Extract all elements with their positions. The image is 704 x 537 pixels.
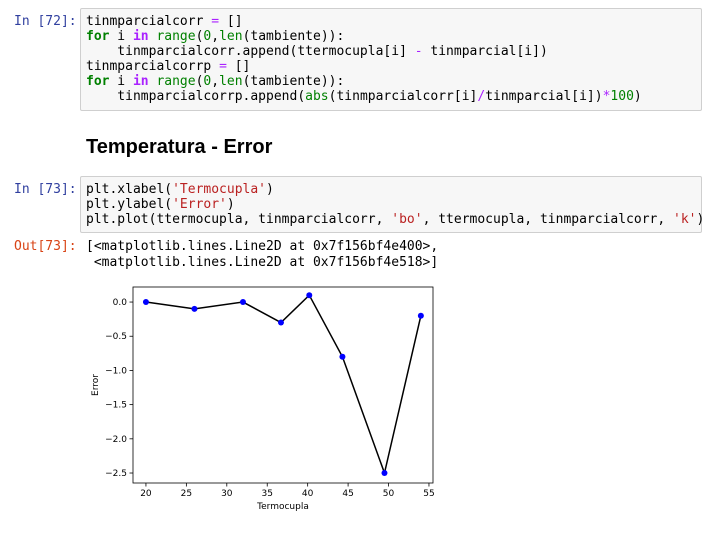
code-line: tinmparcialcorrp.append(abs(tinmparcialc… [86, 89, 701, 104]
code-line: tinmparcialcorr = [] [86, 14, 701, 29]
code-token: ( [195, 74, 204, 89]
data-point [191, 305, 198, 312]
code-token: [] [226, 59, 251, 74]
code-token: len [219, 29, 243, 44]
code-token: len [219, 74, 243, 89]
code-line: plt.xlabel('Termocupla') [86, 182, 701, 197]
data-point [339, 353, 346, 360]
x-tick-label: 25 [181, 489, 192, 499]
code-token: 'Termocupla' [172, 182, 267, 197]
code-line: tinmparcialcorrp = [] [86, 59, 701, 74]
code-token: , [211, 74, 220, 89]
y-tick-label: −2.0 [105, 435, 127, 445]
x-tick-label: 45 [342, 489, 353, 499]
code-line: for i in range(0,len(tambiente)): [86, 74, 701, 89]
code-token: - [414, 44, 423, 59]
code-token: 0 [203, 74, 212, 89]
x-tick-label: 40 [302, 489, 314, 499]
code-token: range [156, 29, 196, 44]
prompt: In [73]: [14, 182, 77, 197]
code-token: plt.xlabel( [86, 182, 173, 197]
code-token: = [219, 59, 227, 74]
prompt: In [72]: [14, 14, 77, 29]
code-token: abs [305, 89, 329, 104]
code-token: (tambiente)): [242, 74, 345, 89]
code-token: tinmparcialcorrp.append( [86, 89, 306, 104]
data-point [306, 292, 313, 299]
code-token: (tambiente)): [242, 29, 345, 44]
code-token: 'bo' [391, 212, 423, 227]
code-token: 'Error' [172, 197, 227, 212]
y-tick-label: −1.0 [105, 366, 127, 376]
output-line: <matplotlib.lines.Line2D at 0x7f156bf4e5… [86, 255, 439, 270]
code-token: ) [226, 197, 235, 212]
code-token: = [211, 14, 220, 29]
code-token: tinmparcial[i]) [485, 89, 603, 104]
code-token: ) [266, 182, 274, 197]
code-line: for i in range(0,len(tambiente)): [86, 29, 701, 44]
x-tick-label: 30 [221, 489, 233, 499]
code-token: tinmparcial[i]) [422, 44, 548, 59]
code-token: tinmparcialcorr [86, 14, 212, 29]
code-token: ) [696, 212, 704, 227]
y-tick-label: −0.5 [105, 332, 127, 342]
code-token: i [109, 74, 133, 89]
code-token: ) [633, 89, 642, 104]
code-line: plt.plot(ttermocupla, tinmparcialcorr, '… [86, 212, 704, 227]
code-token: range [156, 74, 196, 89]
code-token: / [477, 89, 486, 104]
code-token: , [211, 29, 220, 44]
code-cell[interactable]: tinmparcialcorr = [] for i in range(0,len… [80, 8, 702, 111]
code-line: plt.ylabel('Error') [86, 197, 701, 212]
y-tick-label: −2.5 [105, 469, 127, 479]
data-point [142, 299, 149, 306]
code-cell[interactable]: plt.xlabel('Termocupla') plt.ylabel('Erro… [80, 176, 704, 233]
code-token: tinmparcialcorr.append(ttermocupla[i] [86, 44, 415, 59]
data-point [381, 470, 388, 477]
code-line: tinmparcialcorr.append(ttermocupla[i] - … [86, 44, 701, 59]
code-token: in [132, 74, 149, 89]
x-axis-label: Termocupla [256, 502, 309, 512]
code-token: in [132, 29, 149, 44]
code-token: 'k' [673, 212, 697, 227]
code-token: 100 [610, 89, 634, 104]
data-line [145, 293, 422, 476]
code-token: tinmparcialcorrp [86, 59, 220, 74]
code-token: , ttermocupla, tinmparcialcorr, [422, 212, 674, 227]
code-token: ( [195, 29, 204, 44]
code: tinmparcialcorr = [] for i in range(0,len… [86, 14, 701, 104]
x-tick-label: 50 [383, 489, 395, 499]
y-axis-label: Error [91, 374, 101, 396]
data-point [277, 319, 284, 326]
code-token: [] [219, 14, 243, 29]
code: plt.xlabel('Termocupla') plt.ylabel('Erro… [86, 182, 704, 227]
code-token: for [86, 74, 110, 89]
heading: Temperatura - Error [86, 136, 273, 158]
code-token: * [602, 89, 611, 104]
output: [<matplotlib.lines.Line2D at 0x7f156bf4e… [86, 239, 438, 271]
code-token: for [86, 29, 110, 44]
code-token: plt.plot(ttermocupla, tinmparcialcorr, [86, 212, 392, 227]
code-token: (tinmparcialcorr[i] [328, 89, 478, 104]
chart: 20 25 30 35 40 45 50 55 0.0 −0.5 −1.0 −1.5 −2.0 −2.5 T… [91, 286, 435, 512]
data-point [417, 312, 424, 319]
data-point [239, 299, 246, 306]
x-tick-label: 55 [423, 489, 434, 499]
x-tick-label: 35 [262, 489, 273, 499]
code-token: plt.ylabel( [86, 197, 173, 212]
code-token: 0 [203, 29, 212, 44]
y-tick-label: 0.0 [113, 298, 128, 308]
code-token: i [109, 29, 133, 44]
plot-frame [132, 286, 434, 484]
y-tick-label: −1.5 [105, 401, 127, 411]
x-tick-label: 20 [140, 489, 152, 499]
output-line: [<matplotlib.lines.Line2D at 0x7f156bf4e… [86, 239, 439, 254]
prompt: Out[73]: [14, 239, 77, 254]
